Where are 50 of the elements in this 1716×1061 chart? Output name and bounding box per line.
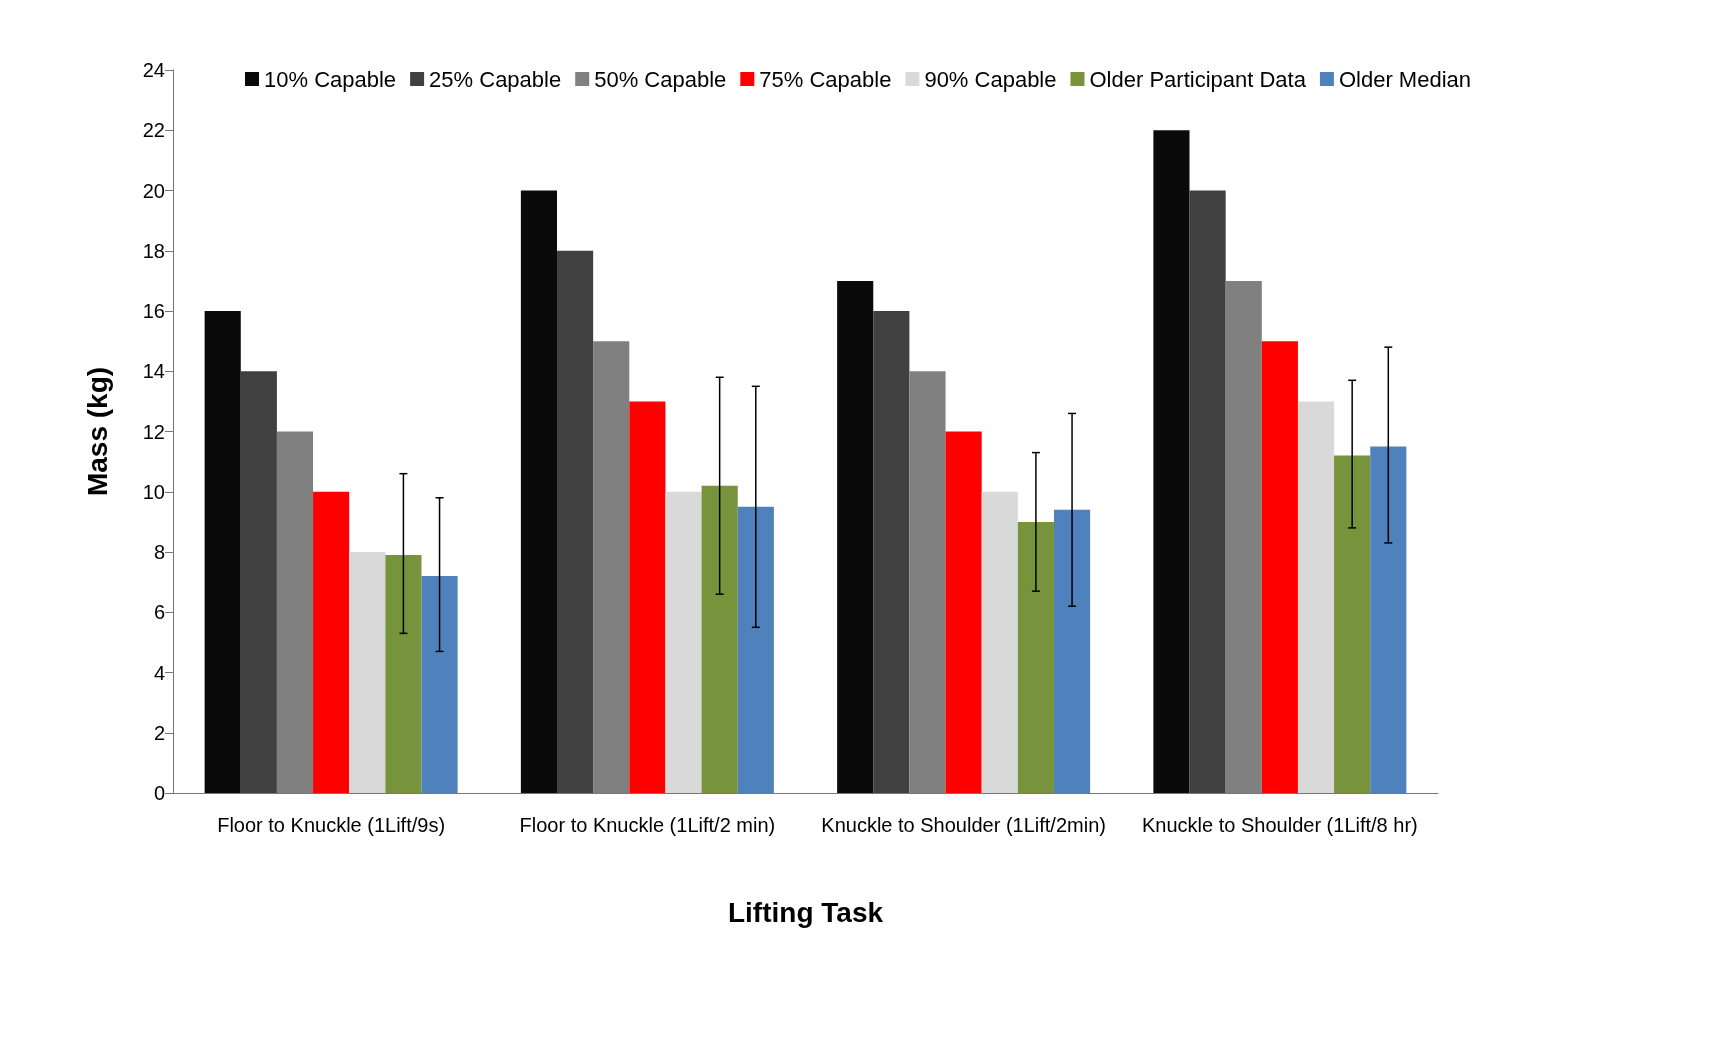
y-tick-label: 6 xyxy=(153,601,165,624)
bar xyxy=(1053,509,1091,793)
y-tick-label: 24 xyxy=(142,59,165,81)
legend-label: Older Participant Data xyxy=(1089,66,1307,92)
bar xyxy=(1153,130,1190,793)
bar xyxy=(737,506,774,793)
y-tick-label: 2 xyxy=(153,721,165,744)
x-tick-label: Floor to Knuckle (1Lift/2 min) xyxy=(519,814,776,836)
y-tick-label: 4 xyxy=(153,661,165,684)
x-tick-label: Knuckle to Shoulder (1Lift/2min) xyxy=(821,814,1106,836)
legend-label: 75% Capable xyxy=(759,66,892,92)
bar xyxy=(1261,341,1298,793)
bar xyxy=(520,190,558,793)
legend-label: 25% Capable xyxy=(429,66,562,92)
bar xyxy=(1334,455,1371,793)
bar xyxy=(1017,521,1054,793)
bar xyxy=(945,431,982,793)
bar xyxy=(1189,190,1226,793)
bar xyxy=(204,311,241,793)
bar xyxy=(701,485,738,793)
legend-label: 10% Capable xyxy=(264,66,397,92)
bar xyxy=(1370,446,1407,793)
y-tick-label: 8 xyxy=(153,541,165,563)
bar xyxy=(349,552,386,793)
bar xyxy=(385,555,422,793)
y-tick-label: 14 xyxy=(142,360,165,383)
bar xyxy=(313,491,350,793)
bar xyxy=(240,371,277,793)
bar xyxy=(981,491,1018,793)
legend-label: 90% Capable xyxy=(924,66,1057,92)
y-axis-title: Mass (kg) xyxy=(81,366,113,497)
y-tick-label: 10 xyxy=(142,480,165,503)
y-tick-label: 22 xyxy=(142,119,165,142)
legend-label: 50% Capable xyxy=(594,66,727,92)
bar xyxy=(421,576,458,793)
bar xyxy=(557,250,594,793)
y-tick-label: 20 xyxy=(142,179,165,202)
y-tick-label: 12 xyxy=(142,420,165,443)
x-axis-title: Lifting Task xyxy=(727,896,884,928)
bar xyxy=(837,280,874,793)
bar xyxy=(873,311,910,793)
y-tick-label: 18 xyxy=(142,239,165,262)
bar xyxy=(665,491,702,793)
bar xyxy=(629,401,666,793)
y-tick-label: 0 xyxy=(153,782,165,804)
y-tick-label: 16 xyxy=(142,300,165,322)
x-tick-label: Knuckle to Shoulder (1Lift/8 hr) xyxy=(1142,814,1418,836)
legend-label: Older Median xyxy=(1338,66,1471,92)
bar xyxy=(1297,401,1335,793)
x-tick-label: Floor to Knuckle (1Lift/9s) xyxy=(217,814,446,836)
